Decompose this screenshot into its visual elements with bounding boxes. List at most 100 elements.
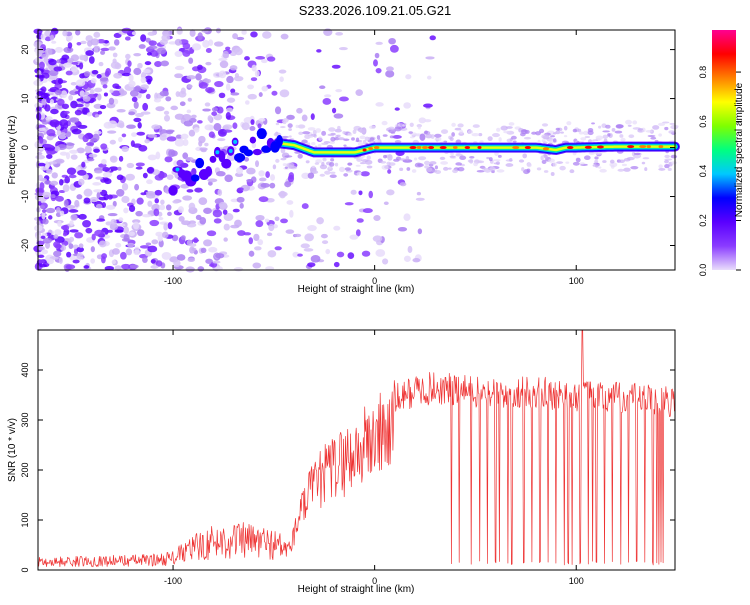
spectrogram-cell [274, 216, 280, 222]
spectrogram-cell [602, 130, 610, 133]
spectrogram-cell [434, 133, 442, 138]
spectrogram-cell [205, 86, 215, 93]
spectrogram-cell [279, 126, 286, 129]
spectrogram-cell [85, 227, 93, 234]
spectrogram-cell [510, 135, 517, 140]
spectrogram-cell [213, 123, 222, 131]
spectrogram-cell [518, 159, 525, 163]
spectrogram-cell [319, 164, 328, 170]
spectrogram-cell [68, 94, 73, 101]
spectrogram-cell [375, 249, 386, 257]
spectrogram-cell [566, 121, 572, 126]
spectrogram-hotspot [422, 146, 429, 150]
spectrogram-cell [364, 159, 373, 165]
spectrogram-cell [140, 76, 147, 84]
spectrogram-cell [39, 137, 44, 144]
spectrogram-cell [41, 191, 52, 198]
spectrogram-cell [42, 218, 49, 225]
spectrogram-cell [174, 139, 185, 147]
spectrogram-cell [46, 258, 55, 265]
spectrogram-cell [83, 71, 91, 77]
spectrogram-cell [553, 132, 557, 135]
spectrogram-cell [38, 127, 46, 132]
spectrogram-cell [257, 123, 262, 129]
spectrogram-cell [124, 36, 131, 41]
spectrogram-cell [166, 174, 174, 180]
spectrogram-cell [565, 161, 570, 164]
spectrogram-cell [75, 103, 84, 108]
spectrogram-cell [202, 39, 210, 48]
spectrogram-cell [223, 237, 228, 242]
spectrogram-cell [182, 49, 191, 57]
spectrogram-cell [387, 169, 392, 174]
spectrogram-cell [403, 213, 411, 221]
spectrogram-cell [131, 132, 137, 137]
snr-xtick-label: -100 [164, 576, 182, 586]
spectrogram-cell [187, 97, 193, 102]
spectrogram-cell [246, 167, 256, 175]
spectrogram-cell [522, 153, 528, 159]
spectrogram-cell [284, 155, 293, 158]
spectrogram-cell [294, 233, 302, 238]
spectrogram-cell [215, 27, 222, 34]
spectrogram-cell [68, 174, 77, 179]
spectrogram-cell [63, 110, 70, 114]
spectrogram-cell [142, 257, 148, 263]
spectrogram-cell [280, 157, 287, 161]
spectrogram-cell [202, 108, 211, 112]
spectrogram-cell [186, 189, 194, 193]
spectrogram-cell [324, 94, 332, 98]
spectrogram-cell [297, 253, 303, 257]
spectrogram-cell [161, 231, 169, 239]
spectrogram-cell [257, 239, 264, 246]
spectrogram-cell [496, 127, 501, 132]
spectrogram-cell [93, 148, 100, 153]
spectrogram-cell [658, 122, 666, 126]
spectrogram-cell [397, 226, 408, 232]
spectrogram-cell [478, 160, 485, 164]
spectrogram-cell [59, 151, 68, 156]
spectrogram-cell [339, 96, 349, 102]
spectrogram-cell [178, 215, 185, 222]
spectrogram-cell [136, 229, 145, 237]
spectrogram-cell [307, 262, 316, 268]
spectrogram-cell [449, 155, 456, 158]
spectrogram-cell [623, 157, 631, 162]
spectrogram-cell [57, 78, 63, 85]
spectrogram-hotspot [362, 148, 367, 152]
spectrogram-cell [664, 154, 670, 159]
spectrogram-cell [90, 78, 97, 84]
spectrogram-cell [472, 124, 480, 128]
spectrogram-cell [176, 159, 184, 167]
spectrogram-cell [70, 100, 78, 109]
spectrogram-cell [267, 250, 277, 258]
spectrogram-cell [488, 157, 493, 162]
spectrogram-cell [536, 167, 542, 171]
spectrogram-cell [140, 111, 151, 115]
spectrogram-cell [93, 189, 103, 193]
spectrogram-cell [234, 47, 243, 56]
spectrogram-cell [181, 220, 191, 226]
snr-xlabel: Height of straight line (km) [298, 584, 415, 595]
spectrogram-cell [70, 82, 77, 86]
spectrogram-cell [37, 259, 45, 264]
spectrogram-cell [198, 135, 206, 144]
spectrogram-cell [40, 204, 46, 209]
spectrogram-cell [110, 218, 117, 225]
spectrogram-cell [430, 134, 435, 139]
spectrogram-cell [117, 223, 126, 227]
spectrogram-cell [342, 130, 346, 135]
spectrogram-cell [140, 34, 147, 42]
spectrogram-cell [310, 113, 315, 121]
spectrogram-cell [101, 253, 108, 259]
spectrogram-cell [131, 96, 138, 103]
spectrogram-cell [526, 162, 532, 168]
spectrogram-cell [145, 242, 152, 246]
spectrogram-cell [77, 169, 87, 176]
spectrogram-cell [48, 59, 57, 66]
spectrogram-cell [563, 134, 568, 138]
spectrogram-cell [108, 97, 115, 105]
spectrogram-cell [222, 50, 230, 59]
spectrogram-cell [40, 53, 49, 59]
spectrogram-cell [40, 86, 47, 93]
